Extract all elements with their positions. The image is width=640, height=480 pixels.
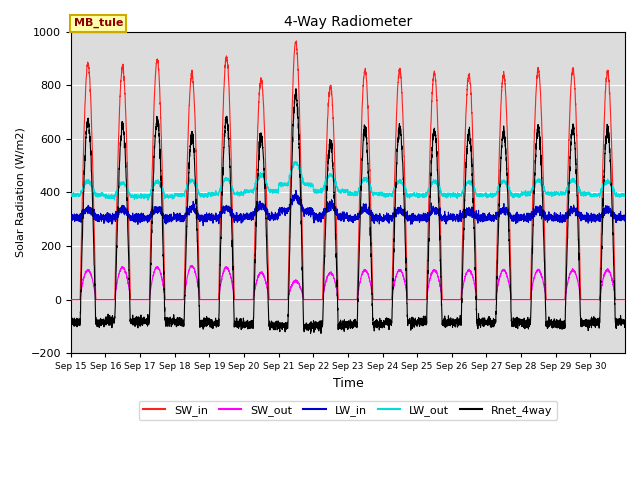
Title: 4-Way Radiometer: 4-Way Radiometer (284, 15, 412, 29)
Y-axis label: Solar Radiation (W/m2): Solar Radiation (W/m2) (15, 128, 25, 257)
Legend: SW_in, SW_out, LW_in, LW_out, Rnet_4way: SW_in, SW_out, LW_in, LW_out, Rnet_4way (139, 401, 557, 420)
Text: MB_tule: MB_tule (74, 18, 123, 28)
X-axis label: Time: Time (333, 377, 364, 390)
